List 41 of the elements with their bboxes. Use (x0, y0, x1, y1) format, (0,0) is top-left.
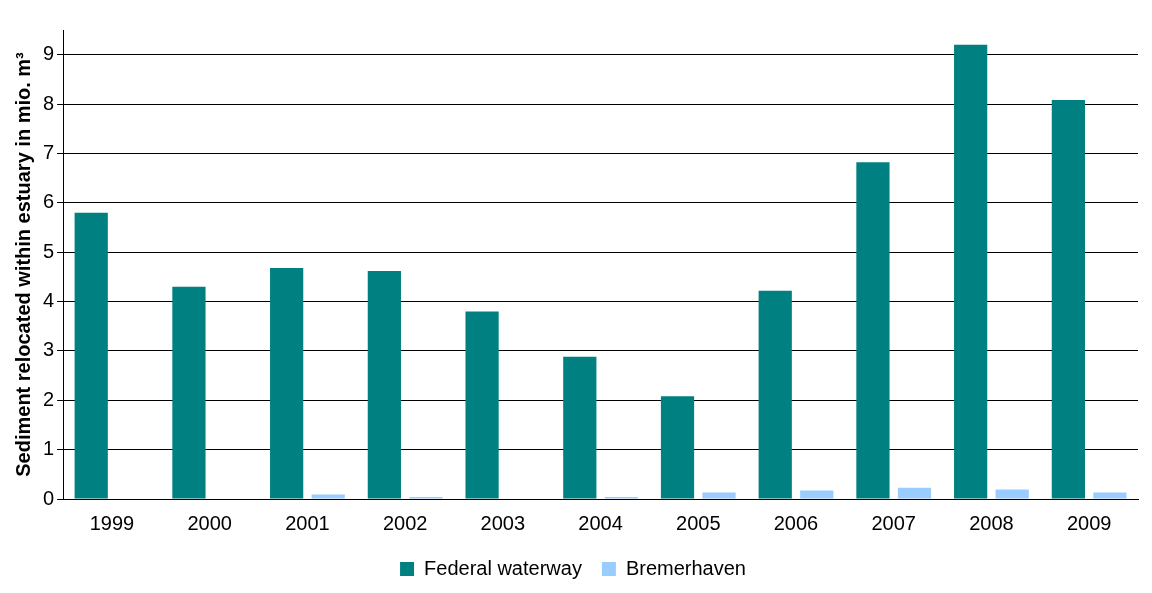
x-tick-label: 2006 (773, 511, 819, 534)
bar (897, 487, 932, 499)
x-tick-label: 2000 (187, 511, 232, 534)
bar (954, 44, 988, 499)
bar (758, 290, 792, 499)
bar (367, 270, 401, 499)
x-tick-label: 2003 (480, 511, 526, 534)
bar (1051, 100, 1085, 499)
y-tick-label: 1 (43, 437, 55, 460)
legend-label: Bremerhaven (625, 556, 746, 579)
bar (311, 494, 345, 499)
bar (172, 286, 206, 499)
bar (702, 492, 736, 499)
x-tick-label: 2004 (578, 511, 623, 534)
bar (856, 162, 890, 499)
y-tick-label: 4 (43, 289, 55, 312)
y-tick-label: 0 (43, 486, 55, 509)
bar (465, 311, 499, 499)
bar (660, 396, 695, 499)
legend-label: Federal waterway (424, 556, 582, 579)
y-tick-label: 8 (43, 91, 55, 114)
bar (74, 212, 108, 499)
x-tick-label: 2009 (1066, 511, 1112, 534)
y-tick-label: 6 (43, 190, 55, 213)
y-tick-label: 5 (43, 239, 55, 262)
y-tick-label: 3 (43, 338, 55, 361)
x-tick-label: 2007 (871, 511, 916, 534)
x-tick-label: 2008 (969, 511, 1014, 534)
y-tick-label: 2 (43, 387, 55, 410)
y-tick-label: 9 (43, 42, 55, 65)
x-tick-label: 1999 (89, 511, 135, 534)
y-tick-label: 7 (43, 140, 55, 163)
x-tick-label: 2002 (382, 511, 428, 534)
bar (995, 489, 1029, 499)
bar (270, 267, 304, 499)
bar (800, 490, 834, 499)
bar (563, 356, 597, 499)
x-tick-label: 2001 (285, 511, 330, 534)
bar (1093, 492, 1127, 499)
y-axis-title: Sediment relocated within estuary in mio. m³ (11, 51, 34, 477)
x-tick-label: 2005 (676, 511, 721, 534)
